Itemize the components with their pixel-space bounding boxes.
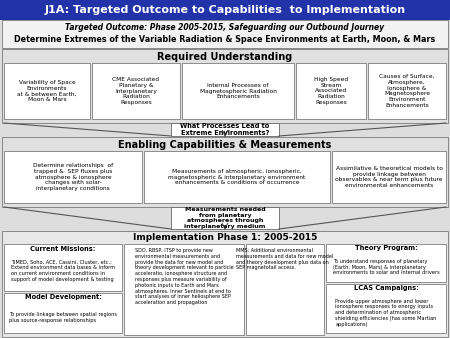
Bar	[296, 63, 366, 119]
Text: Model Development:: Model Development:	[25, 294, 101, 300]
Bar	[4, 244, 122, 291]
Text: Assimilative & theoretical models to
provide linkage between
observables & near : Assimilative & theoretical models to pro…	[335, 166, 443, 188]
Bar	[92, 63, 180, 119]
Bar	[171, 207, 279, 229]
Text: J1A: Targeted Outcome to Capabilities  to Implementation: J1A: Targeted Outcome to Capabilities to…	[45, 5, 405, 15]
Text: Measurements of atmospheric, ionospheric,
magnetospheric & interplanetary enviro: Measurements of atmospheric, ionospheric…	[168, 169, 306, 185]
Bar	[368, 63, 446, 119]
Bar	[326, 244, 446, 282]
Bar	[4, 151, 142, 203]
Bar	[2, 231, 448, 337]
Bar	[171, 123, 279, 136]
Text: Theory Program:: Theory Program:	[355, 245, 418, 251]
Bar	[182, 63, 294, 119]
Text: TIMED, Soho, ACE, Cassini, Cluster, etc.:
Extend environment data bases & inform: TIMED, Soho, ACE, Cassini, Cluster, etc.…	[11, 260, 115, 282]
Text: Internal Processes of
Magnetospheric Radiation
Enhancements: Internal Processes of Magnetospheric Rad…	[199, 83, 276, 99]
Text: SDO, RBSP, ITSP to provide new
environmental measurements and
provide the data f: SDO, RBSP, ITSP to provide new environme…	[135, 248, 233, 305]
Text: High Speed
Stream
Associated
Radiation
Responses: High Speed Stream Associated Radiation R…	[314, 77, 348, 105]
Text: MMS: Additional environmental
measurements and data for new model
and theory dev: MMS: Additional environmental measuremen…	[236, 248, 333, 270]
Text: LCAS Campaigns:: LCAS Campaigns:	[354, 285, 418, 291]
Bar	[124, 244, 244, 335]
Text: Provide upper atmosphere and lower
ionosphere responses to energy inputs
and det: Provide upper atmosphere and lower ionos…	[335, 298, 436, 327]
Bar	[326, 284, 446, 333]
Text: Causes of Surface,
Atmosphere,
Ionosphere &
Magnetosphere
Environment
Enhancemen: Causes of Surface, Atmosphere, Ionospher…	[379, 74, 435, 108]
Text: To provide linkage between spatial regions
plus source-response relationships: To provide linkage between spatial regio…	[9, 312, 117, 322]
Bar	[4, 63, 90, 119]
Text: Determine Extremes of the Variable Radiation & Space Environments at Earth, Moon: Determine Extremes of the Variable Radia…	[14, 35, 436, 45]
Text: Implementation Phase 1: 2005-2015: Implementation Phase 1: 2005-2015	[133, 234, 317, 242]
Bar	[2, 49, 448, 123]
Bar	[2, 20, 448, 48]
Text: To understand responses of planetary
(Earth, Moon, Mars) & interplanetary
enviro: To understand responses of planetary (Ea…	[333, 259, 439, 275]
Bar	[4, 293, 122, 333]
Text: Required Understanding: Required Understanding	[158, 52, 292, 62]
Text: Targeted Outcome: Phase 2005-2015, Safeguarding our Outbound Journey: Targeted Outcome: Phase 2005-2015, Safeg…	[65, 24, 385, 32]
Text: Measurements needed
from planetary
atmospheres through
interplanetary medium: Measurements needed from planetary atmos…	[184, 207, 266, 229]
Bar	[2, 137, 448, 207]
Text: Enabling Capabilities & Measurements: Enabling Capabilities & Measurements	[118, 140, 332, 150]
Bar	[0, 0, 450, 20]
Bar	[332, 151, 446, 203]
Bar	[144, 151, 330, 203]
Text: Determine relationships  of
trapped &  SEP fluxes plus
atmosphere & ionosphere
c: Determine relationships of trapped & SEP…	[33, 163, 113, 191]
Text: What Processes Lead to
Extreme Environments?: What Processes Lead to Extreme Environme…	[180, 123, 270, 136]
Text: Variability of Space
Environments
at & between Earth,
Moon & Mars: Variability of Space Environments at & b…	[18, 80, 76, 102]
Bar	[246, 244, 324, 335]
Text: CME Associated
Planetary &
Interplanetary
Radiation
Responses: CME Associated Planetary & Interplanetar…	[112, 77, 159, 105]
Text: Current Missions:: Current Missions:	[30, 246, 96, 252]
